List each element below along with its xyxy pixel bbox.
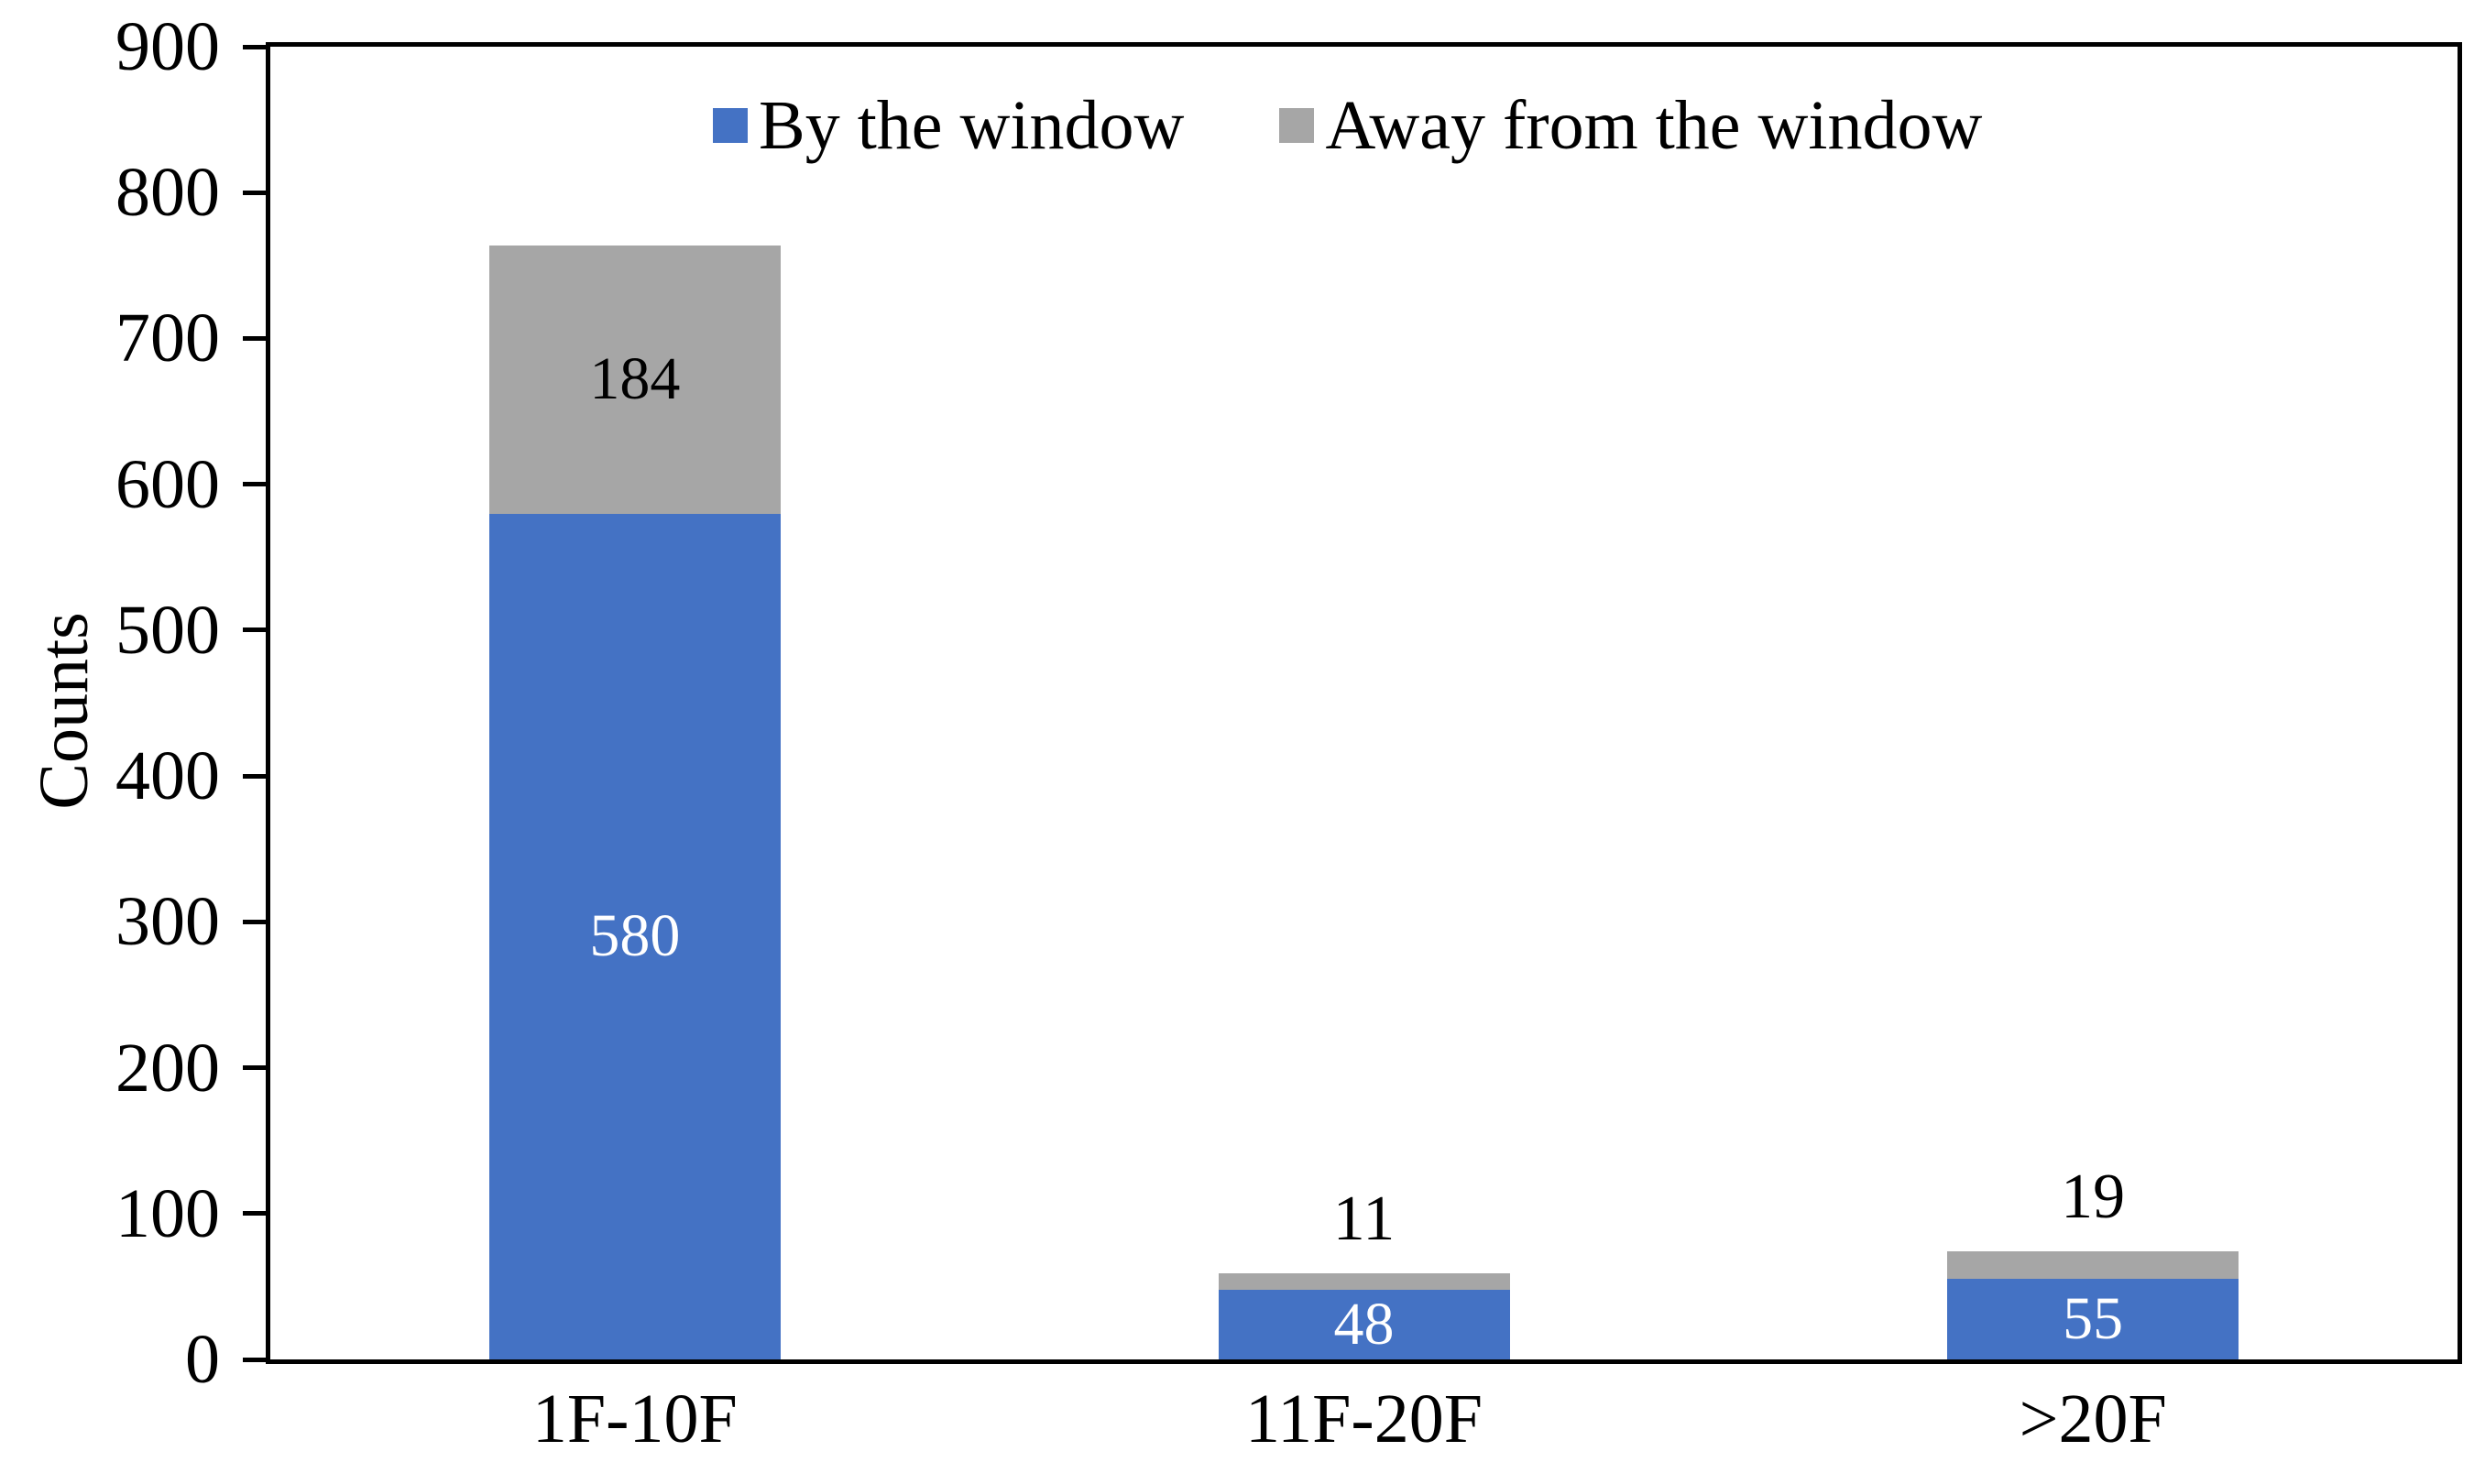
bar-value-label: 580 bbox=[589, 902, 681, 970]
bar-segment-1F-10F-By the window bbox=[488, 513, 781, 1359]
y-tick-label: 800 bbox=[115, 154, 220, 232]
y-tick-mark bbox=[243, 44, 270, 49]
legend-swatch-by-the-window bbox=[713, 108, 748, 143]
y-tick-label: 700 bbox=[115, 300, 220, 377]
bar-segment-1F-10F-Away from the window bbox=[488, 245, 781, 514]
y-tick-mark bbox=[243, 1065, 270, 1071]
y-tick-label: 200 bbox=[115, 1029, 220, 1107]
bar-value-label: 11 bbox=[1332, 1184, 1396, 1255]
y-tick-mark bbox=[243, 335, 270, 341]
bar-segment->20F-By the window bbox=[1947, 1279, 2239, 1359]
legend-label-by-the-window: By the window bbox=[759, 87, 1185, 164]
x-tick-label-1F-10F: 1F-10F bbox=[531, 1380, 738, 1457]
bar-value-label: 55 bbox=[2063, 1285, 2124, 1353]
legend: By the window Away from the window bbox=[713, 84, 1982, 167]
y-tick-mark bbox=[243, 773, 270, 779]
y-tick-label: 900 bbox=[115, 8, 220, 85]
y-tick-label: 400 bbox=[115, 737, 220, 815]
y-tick-mark bbox=[243, 919, 270, 924]
y-tick-label: 0 bbox=[185, 1321, 220, 1398]
x-tick-label-11F-20F: 11F-20F bbox=[1244, 1380, 1483, 1457]
legend-item-by-the-window: By the window bbox=[713, 84, 1184, 167]
y-tick-mark bbox=[243, 190, 270, 195]
bar-segment-11F-20F-By the window bbox=[1218, 1289, 1510, 1359]
bar-segment-11F-20F-Away from the window bbox=[1218, 1273, 1510, 1290]
legend-swatch-away-from-the-window bbox=[1279, 108, 1315, 143]
bar-value-label: 184 bbox=[589, 345, 681, 413]
y-tick-mark bbox=[243, 1357, 270, 1362]
bar-value-label: 19 bbox=[2061, 1162, 2126, 1233]
bar-value-label: 48 bbox=[1333, 1290, 1395, 1358]
y-tick-label: 300 bbox=[115, 883, 220, 961]
bar-segment->20F-Away from the window bbox=[1947, 1251, 2239, 1280]
legend-item-away-from-the-window: Away from the window bbox=[1279, 84, 1982, 167]
y-tick-mark bbox=[243, 627, 270, 633]
y-tick-label: 500 bbox=[115, 591, 220, 669]
y-tick-label: 600 bbox=[115, 445, 220, 523]
y-tick-label: 100 bbox=[115, 1174, 220, 1252]
x-tick-label->20F: >20F bbox=[2019, 1380, 2167, 1457]
y-tick-mark bbox=[243, 1211, 270, 1217]
y-tick-mark bbox=[243, 482, 270, 487]
legend-label-away-from-the-window: Away from the window bbox=[1325, 87, 1983, 164]
